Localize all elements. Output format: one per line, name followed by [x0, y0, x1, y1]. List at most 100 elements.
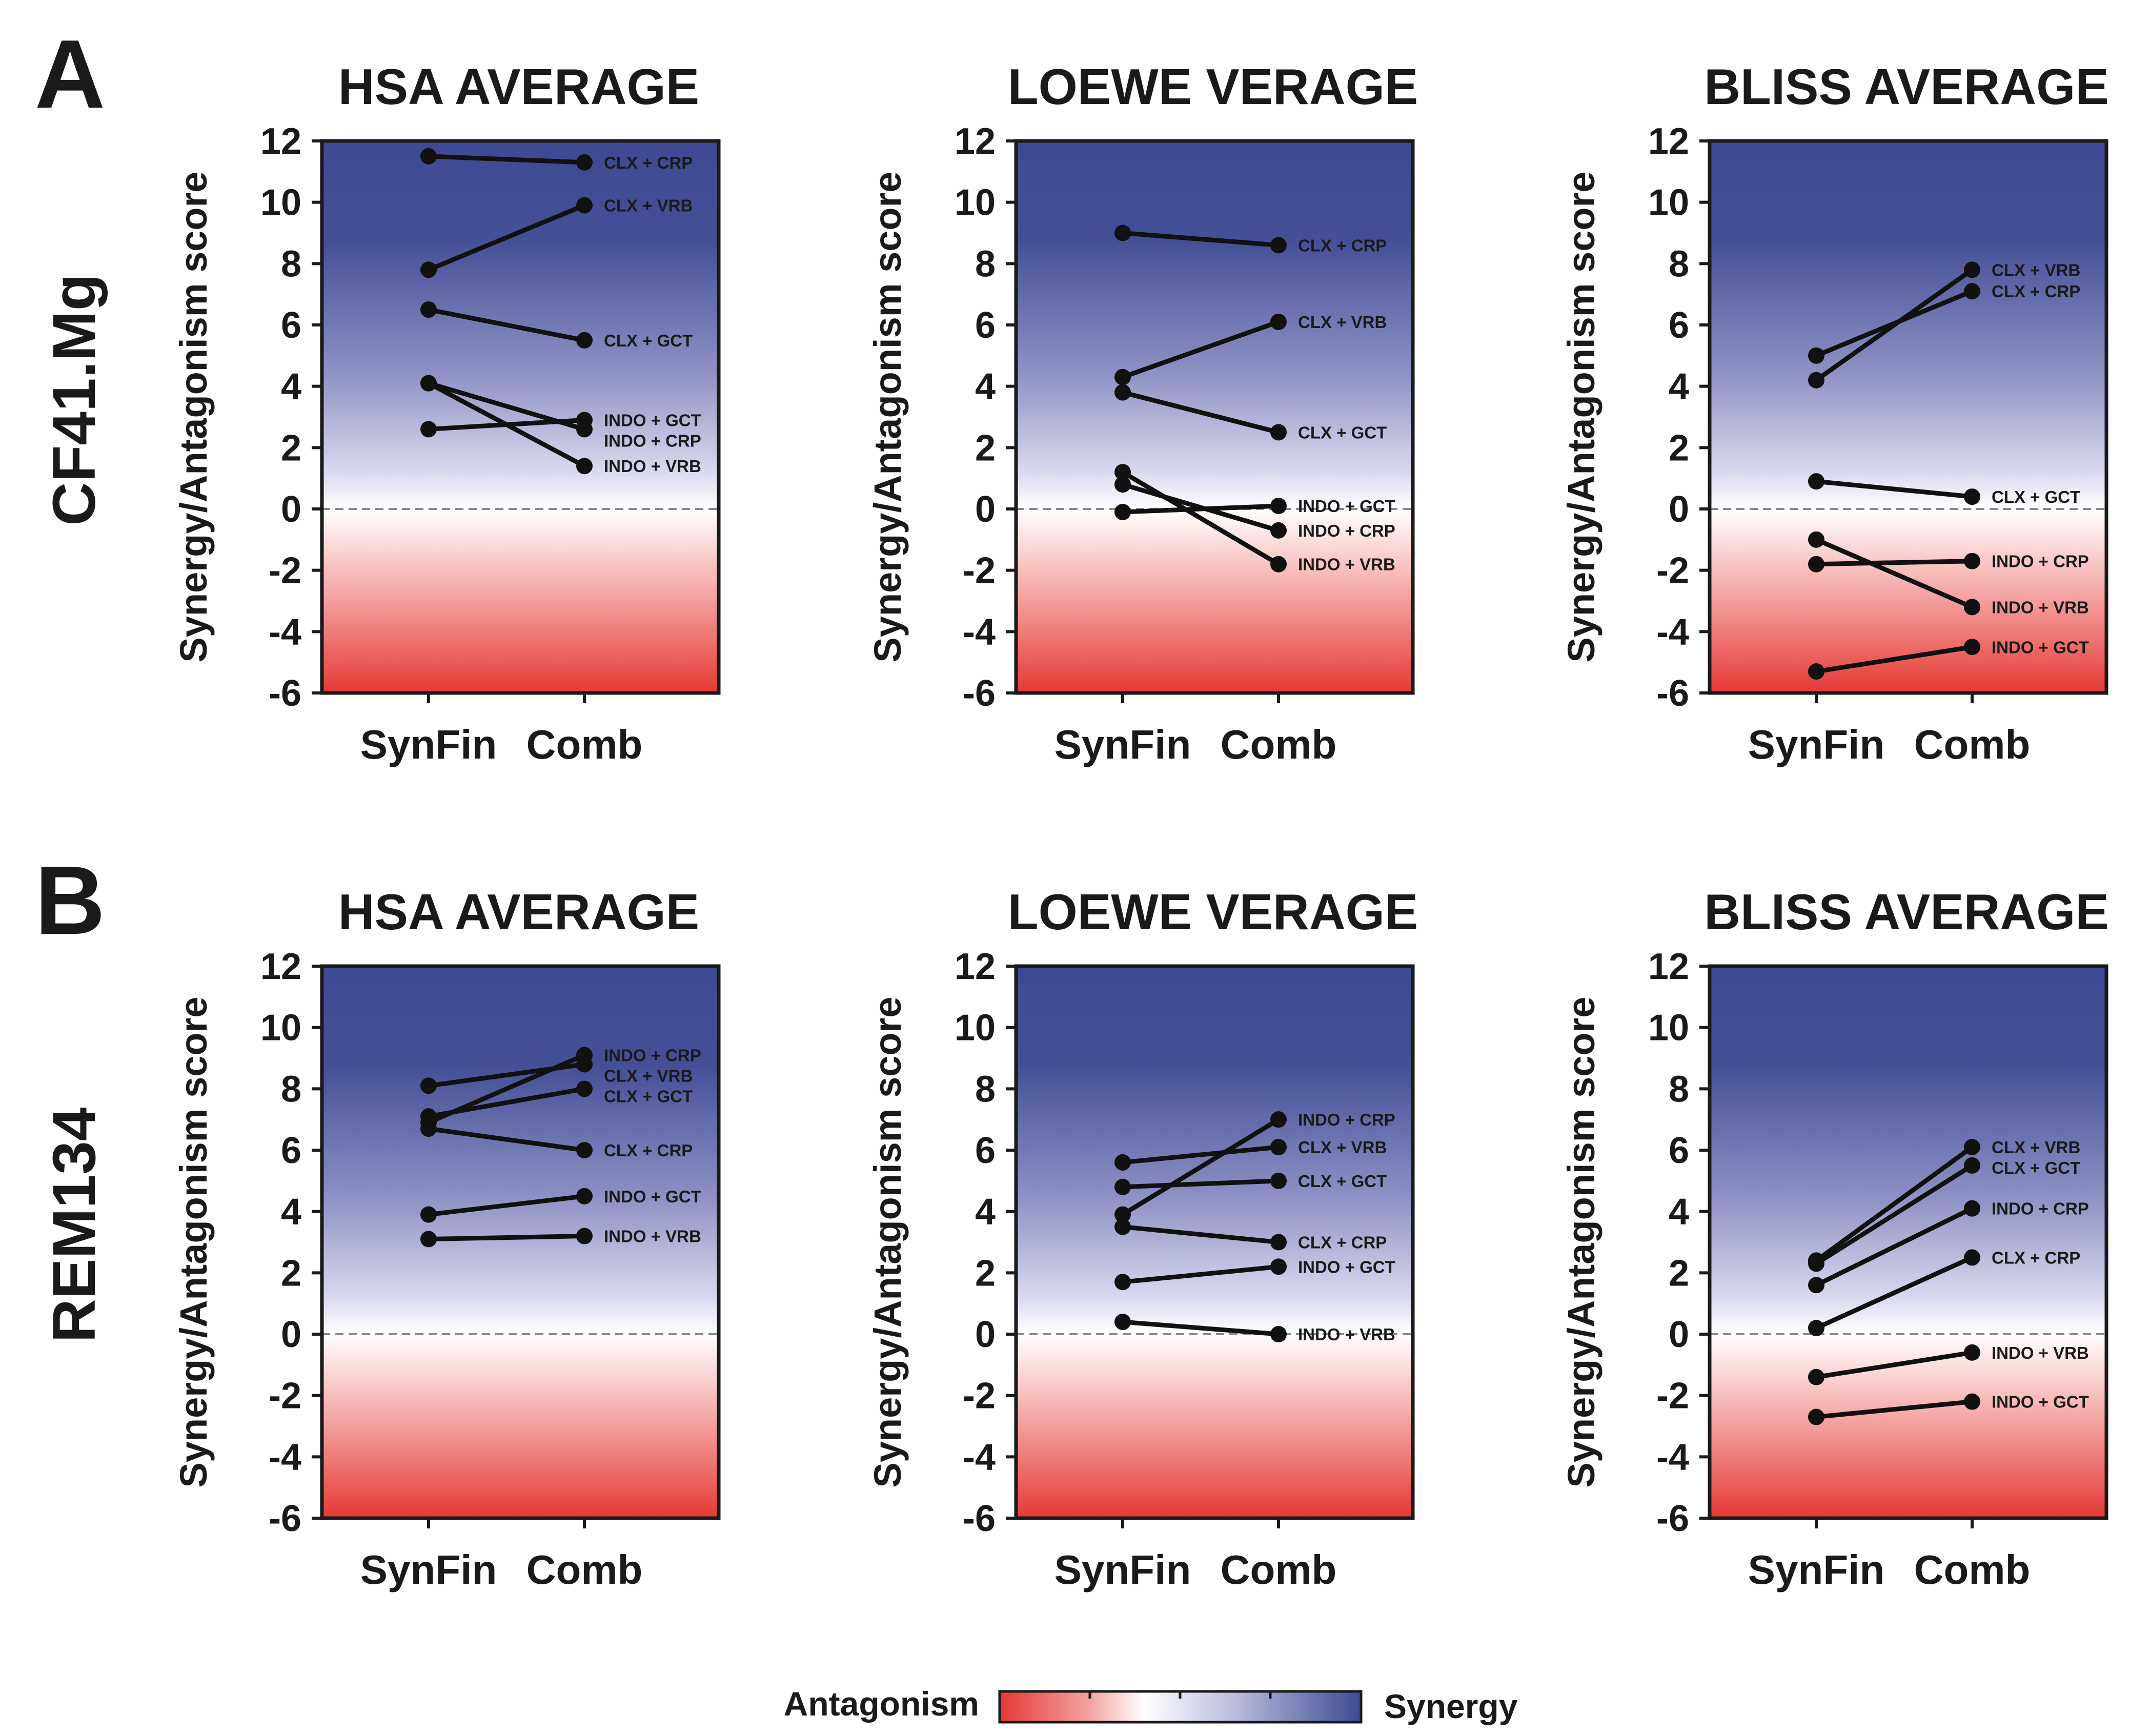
data-point — [1114, 369, 1131, 385]
data-point — [576, 332, 593, 349]
y-tick-label: 10 — [1648, 182, 1689, 223]
series-line — [1814, 1350, 1975, 1380]
series-line — [426, 307, 587, 343]
data-point — [1964, 599, 1980, 616]
data-point — [1114, 1206, 1131, 1223]
data-point — [1808, 1277, 1824, 1294]
legend-colorbar — [998, 1690, 1363, 1724]
data-point — [1114, 1178, 1131, 1195]
y-tick-label: -6 — [963, 673, 996, 714]
y-tick-label: 10 — [260, 1008, 301, 1049]
y-tick-label: 12 — [260, 946, 301, 987]
series-label: INDO + CRP — [1298, 521, 1395, 540]
series-line — [426, 1061, 587, 1088]
y-tick-label: -6 — [1656, 673, 1689, 714]
series-line — [1814, 644, 1975, 674]
y-tick-label: 8 — [281, 243, 301, 284]
series-line — [1814, 559, 1975, 567]
x-tick-label: SynFin — [360, 1547, 497, 1592]
data-point — [420, 421, 437, 438]
data-point — [576, 458, 593, 475]
series-label: INDO + VRB — [604, 457, 701, 476]
series-line — [426, 381, 587, 432]
data-point — [1808, 531, 1824, 548]
series-line — [1120, 390, 1281, 435]
y-tick-label: -2 — [963, 550, 996, 591]
series-label: CLX + CRP — [1992, 1248, 2080, 1267]
chart-title: BLISS AVERAGE — [1704, 58, 2109, 115]
series-label: INDO + GCT — [1992, 1393, 2089, 1412]
series-line — [1120, 231, 1281, 248]
series-label: INDO + CRP — [1992, 1199, 2089, 1218]
series-line — [1120, 469, 1281, 567]
series-label: CLX + VRB — [1298, 1138, 1387, 1157]
y-tick-label: 12 — [955, 121, 996, 162]
data-point — [1964, 1249, 1980, 1266]
series-label: INDO + VRB — [1992, 598, 2089, 617]
data-point — [576, 154, 593, 171]
data-point — [420, 148, 437, 165]
data-point — [576, 197, 593, 214]
series-label: CLX + CRP — [604, 153, 693, 172]
data-point — [1964, 1200, 1980, 1217]
data-point — [420, 1206, 437, 1223]
plot-background — [322, 966, 719, 1518]
y-tick-label: 8 — [1669, 243, 1689, 284]
y-axis-label: Synergy/Antagonism score — [1560, 996, 1602, 1487]
y-tick-label: 10 — [955, 182, 996, 223]
plot-background — [1016, 966, 1413, 1518]
y-tick-label: -6 — [269, 1498, 301, 1539]
y-tick-label: 10 — [955, 1008, 996, 1049]
legend-antagonism-label: Antagonism — [784, 1685, 979, 1723]
y-axis-label: Synergy/Antagonism score — [172, 171, 215, 662]
y-tick-label: 6 — [975, 305, 996, 346]
panel-label-b: B — [35, 846, 105, 955]
y-tick-label: 12 — [955, 946, 996, 987]
y-tick-label: -2 — [963, 1376, 996, 1417]
series-line — [1814, 1145, 1975, 1263]
x-tick-label: Comb — [526, 1547, 643, 1592]
series-line — [1814, 479, 1975, 499]
data-point — [1270, 237, 1287, 254]
series-label: CLX + GCT — [1298, 423, 1387, 442]
data-point — [1964, 283, 1980, 300]
data-point — [576, 1142, 593, 1158]
data-point — [1114, 1154, 1131, 1171]
data-point — [576, 1080, 593, 1097]
charts-grid: HSA AVERAGE Synergy/Antagonism score 12 10 8… — [172, 58, 2109, 1592]
data-point — [1114, 224, 1131, 241]
y-tick-label: -6 — [1656, 1498, 1689, 1539]
series-line — [1120, 1145, 1281, 1165]
data-point — [1964, 1344, 1980, 1361]
y-tick-label: -4 — [963, 611, 996, 652]
series-line — [426, 381, 587, 468]
series-label: INDO + VRB — [604, 1227, 701, 1246]
y-tick-label: 0 — [1669, 489, 1689, 530]
series-label: INDO + GCT — [1298, 1257, 1395, 1276]
series-label: CLX + GCT — [604, 1087, 693, 1106]
series-label: CLX + CRP — [1298, 236, 1387, 255]
series-line — [1120, 1264, 1281, 1284]
data-point — [420, 1120, 437, 1137]
data-point — [1270, 498, 1287, 515]
y-tick-label: 4 — [975, 366, 996, 407]
chart-title: LOEWE VERAGE — [1008, 58, 1418, 115]
series-line — [1120, 319, 1281, 380]
data-point — [1114, 1314, 1131, 1331]
y-tick-label: 2 — [975, 427, 996, 468]
x-tick-label: SynFin — [360, 722, 497, 767]
series-line — [426, 1234, 587, 1242]
y-tick-label: -4 — [269, 1437, 301, 1478]
chart-title: HSA AVERAGE — [338, 58, 699, 115]
data-point — [420, 1231, 437, 1248]
data-point — [576, 421, 593, 438]
y-tick-label: -2 — [269, 550, 301, 591]
y-tick-label: 0 — [1669, 1314, 1689, 1355]
data-point — [576, 1056, 593, 1073]
series-label: INDO + CRP — [1992, 552, 2089, 571]
y-tick-label: 2 — [975, 1253, 996, 1294]
data-point — [576, 1188, 593, 1204]
chart-1: HSA AVERAGE Synergy/Antagonism score 12 10 8… — [172, 58, 721, 767]
x-tick-label: Comb — [1914, 722, 2031, 767]
data-point — [1270, 1326, 1287, 1342]
